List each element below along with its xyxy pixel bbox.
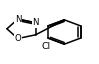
Text: O: O <box>14 34 21 43</box>
Text: Cl: Cl <box>41 42 50 51</box>
Text: N: N <box>32 18 39 27</box>
Text: N: N <box>15 15 21 24</box>
